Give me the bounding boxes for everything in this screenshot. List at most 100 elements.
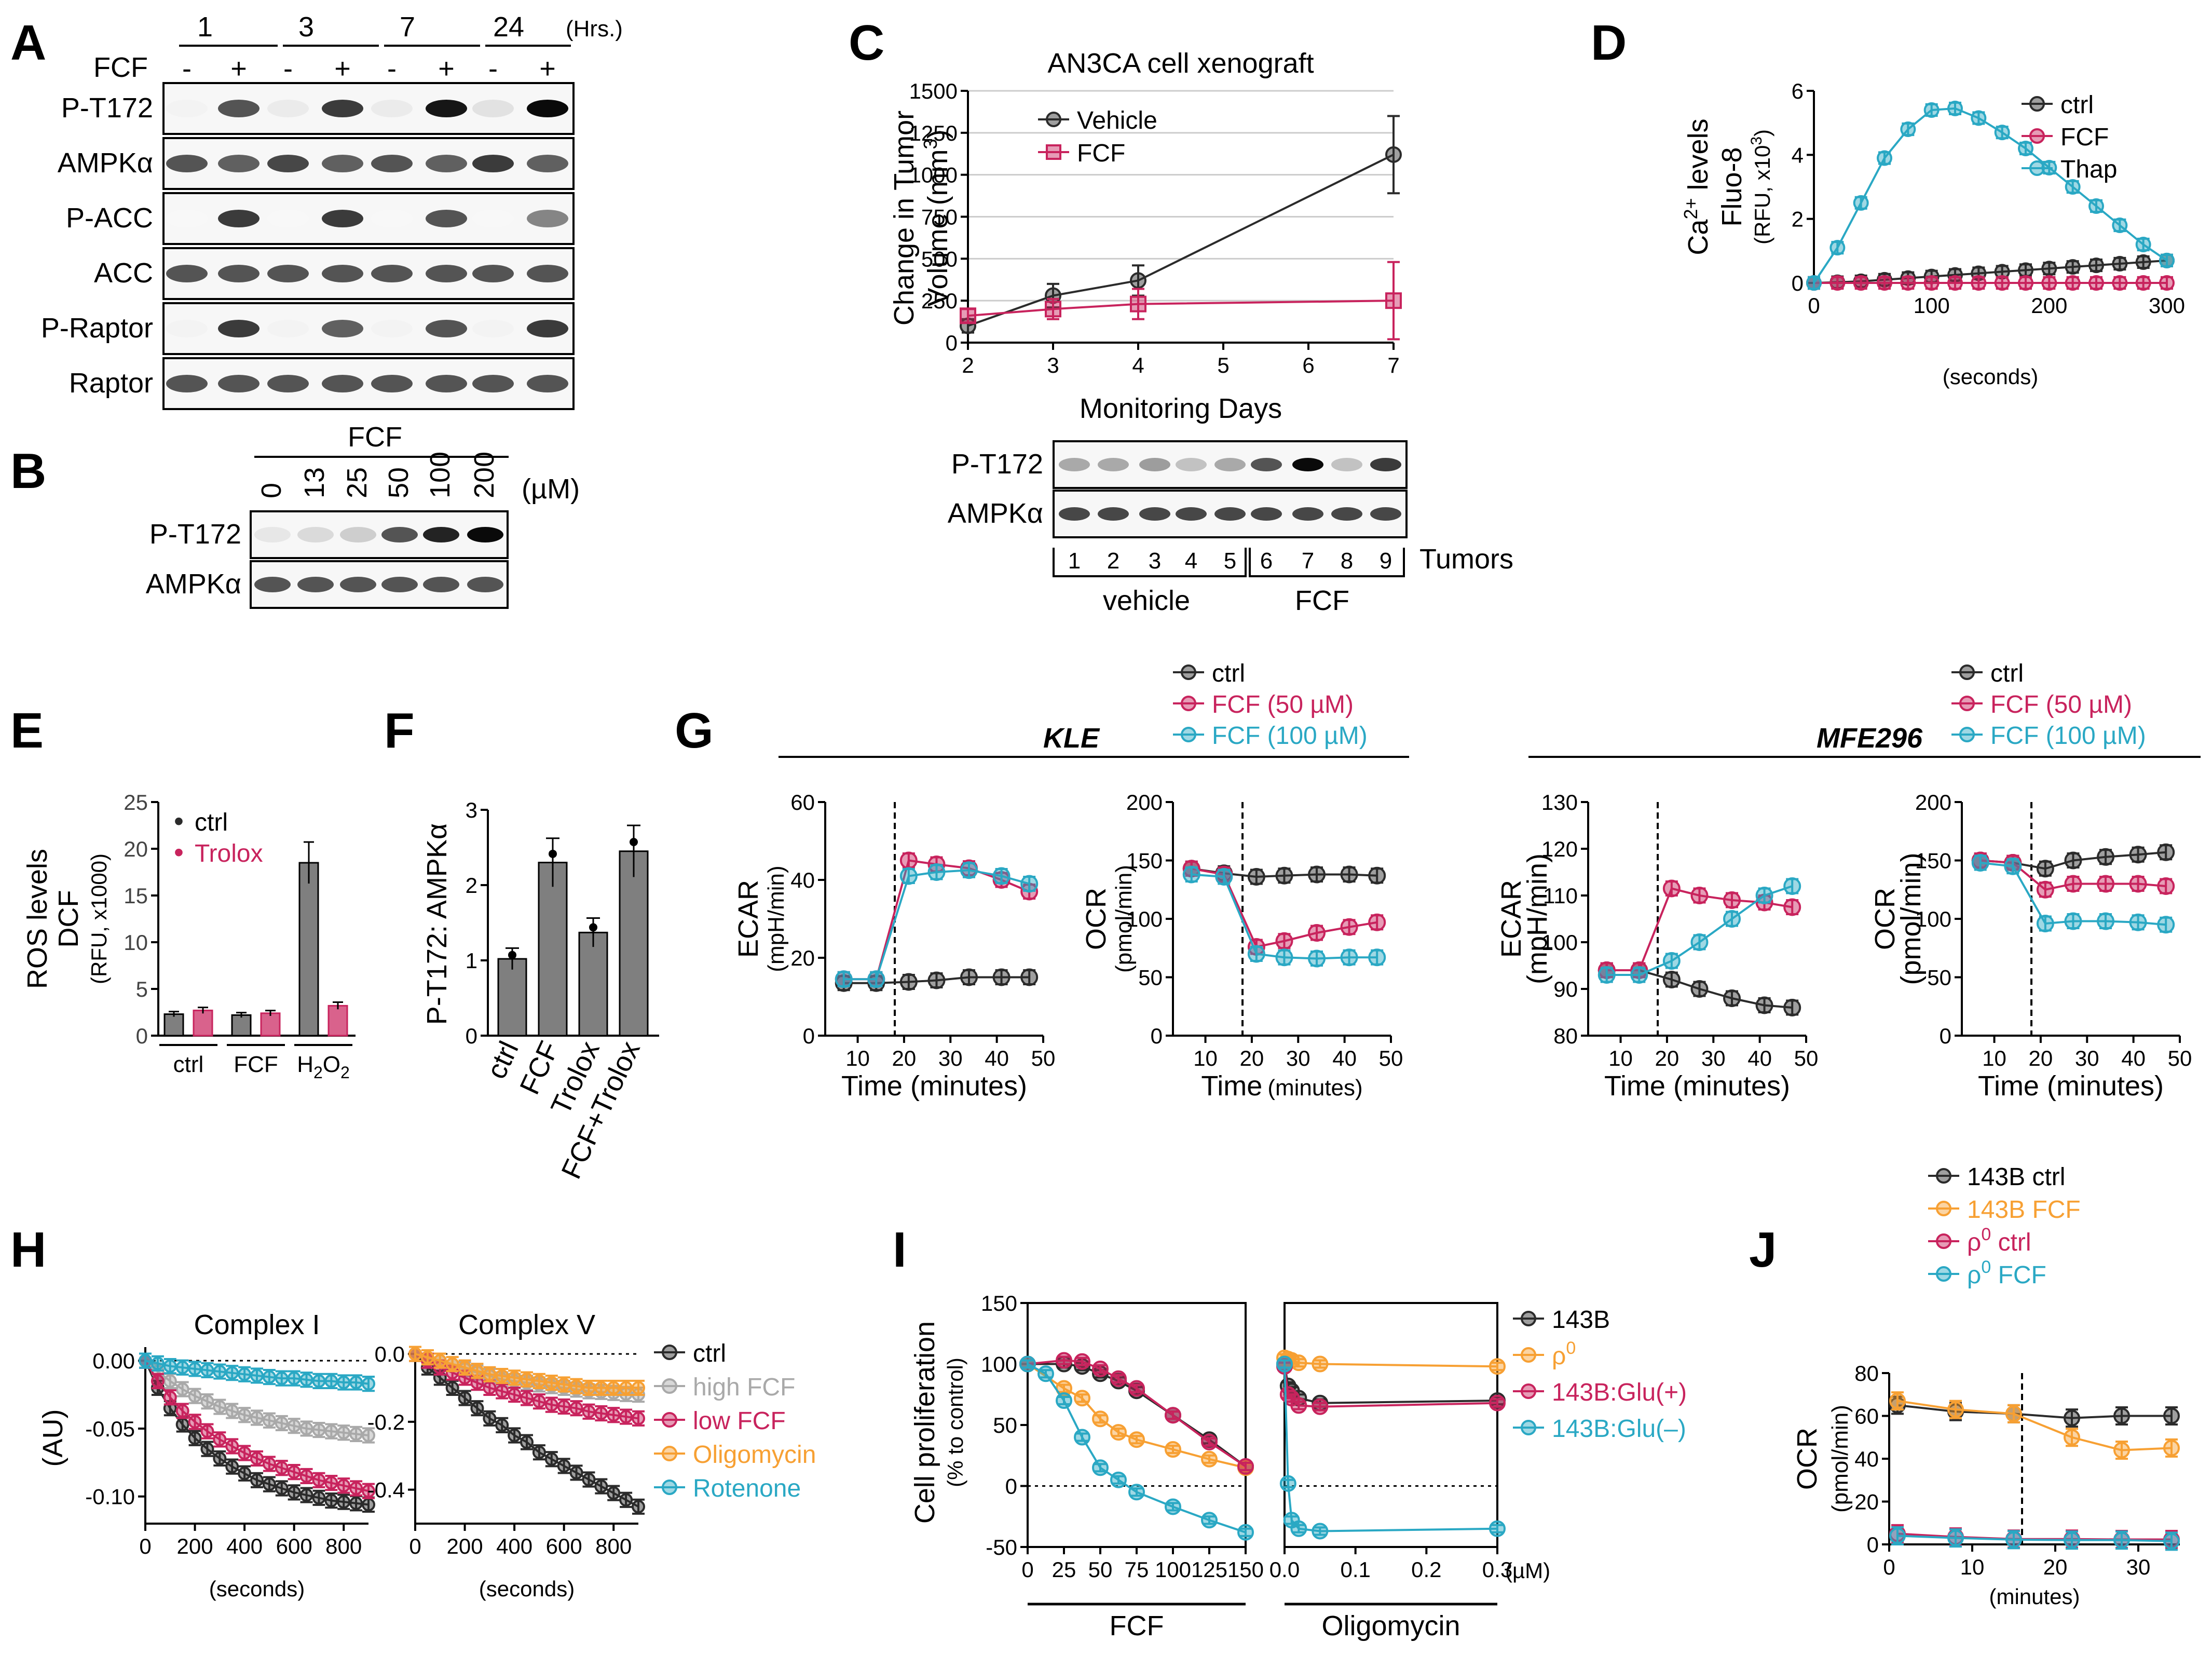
data-point <box>1690 887 1709 904</box>
data-point <box>349 1376 363 1389</box>
error-bar <box>2066 1530 2078 1550</box>
data-point <box>2088 257 2104 274</box>
legend-vehicle: Vehicle <box>1077 107 1157 134</box>
data-point <box>262 1477 276 1491</box>
h2o2-h: H <box>297 1052 313 1077</box>
y-tick-label: 90 <box>1553 977 1578 1001</box>
bar <box>260 1012 281 1037</box>
blot-a-row-label: Raptor <box>69 368 153 399</box>
y-tick-label: 150 <box>981 1291 1017 1315</box>
data-point <box>299 1421 313 1435</box>
error-bar <box>1130 1435 1143 1445</box>
data-point <box>262 1370 276 1384</box>
panel-label-e: E <box>10 703 44 758</box>
error-bar <box>586 917 600 947</box>
blot-b-dose: 25 <box>342 467 373 498</box>
blot-c-lane: 7 <box>1302 548 1314 574</box>
legend-i: 143B ρ0 143B:Glu(+) 143B:Glu(–) <box>1513 1306 1687 1443</box>
y-axis-label-part: Ca <box>1683 219 1714 255</box>
error-bar <box>1076 1393 1088 1403</box>
data-point <box>1853 275 1869 291</box>
data-point <box>362 1484 375 1498</box>
data-point <box>312 1473 326 1487</box>
data-point <box>2065 179 2081 195</box>
blot-b-dose: 50 <box>383 467 414 498</box>
data-point <box>1247 868 1265 886</box>
data-point <box>1971 275 1987 291</box>
data-point <box>238 1408 252 1422</box>
y-tick-label: 20 <box>1854 1490 1879 1514</box>
y-axis-label-part: levels <box>1683 118 1714 198</box>
blot-c-lane: 1 <box>1068 548 1081 574</box>
error-bar <box>1058 1395 1070 1406</box>
error-bar <box>1058 1355 1070 1365</box>
band <box>166 155 208 172</box>
panel-label-g: G <box>675 703 714 758</box>
band <box>267 375 309 392</box>
data-point <box>349 1496 363 1510</box>
data-point <box>960 307 976 324</box>
data-point <box>299 1373 313 1387</box>
band <box>472 375 514 392</box>
legend-marker <box>662 1378 677 1394</box>
legend-marker <box>662 1345 677 1360</box>
y-tick-label: 0 <box>466 1024 477 1048</box>
bar <box>163 1013 184 1037</box>
x-tick-label: 800 <box>595 1534 632 1558</box>
data-point <box>619 1493 633 1507</box>
y-axis-unit: (mpH/min) <box>763 865 789 972</box>
chart-g-mfe-ecar: 80 90 100 110 120 130 10 20 30 40 50 ECAR(mpH/min) T… <box>1496 790 1818 1102</box>
band <box>218 375 260 392</box>
blot-c-lane: 4 <box>1185 548 1197 574</box>
x-axis-unit: (µM) <box>1505 1558 1550 1583</box>
chart-i-oligomycin: 0.0 0.1 0.2 0.3 Oligomycin (µM) <box>1269 1302 1550 1641</box>
data-point <box>2005 1531 2022 1548</box>
y-axis-unit: (mpH/min) <box>1522 853 1553 984</box>
series-line <box>1897 1400 2172 1451</box>
data-point <box>1877 150 1892 166</box>
y-axis-label-2: Volume (mm3) <box>920 129 953 306</box>
data-point <box>1597 966 1616 984</box>
blot-a-row-label: ACC <box>94 257 153 289</box>
blot-a-sign: - <box>182 53 192 84</box>
data-point <box>312 1374 326 1388</box>
data-point <box>287 1372 301 1386</box>
data-point <box>1165 1407 1181 1424</box>
error-bar <box>2115 1530 2128 1550</box>
data-point <box>2129 913 2147 931</box>
x-tick-label: 20 <box>2029 1046 2053 1070</box>
data-point <box>1092 1459 1109 1476</box>
band <box>1292 507 1323 521</box>
data-point <box>2159 252 2175 268</box>
y-axis-unit: (pmol/min) <box>1895 852 1927 985</box>
blot-b-dose: 200 <box>469 452 500 498</box>
data-point <box>1806 275 1822 291</box>
band <box>423 527 459 542</box>
y-tick-label: 750 <box>921 205 958 229</box>
data-point <box>2129 875 2147 893</box>
data-point <box>213 1451 227 1465</box>
y-axis-label-sup: 2+ <box>1680 198 1701 219</box>
data-point <box>508 1370 522 1384</box>
band <box>371 210 413 227</box>
chart-g-mfe-ocr: 0 50 100 150 200 10 20 30 40 50 OCR(pmol/min) Time … <box>1869 790 2192 1102</box>
data-point <box>960 968 978 986</box>
data-point <box>2157 843 2175 861</box>
data-dot <box>549 849 557 858</box>
y-tick-label: 500 <box>921 247 958 271</box>
y-axis-label: Cell proliferation <box>909 1321 940 1524</box>
data-point <box>1900 121 1916 137</box>
data-point <box>470 1401 484 1415</box>
x-group-label: FCF <box>234 1052 278 1077</box>
data-point <box>175 1418 189 1432</box>
data-point <box>1128 1431 1145 1448</box>
legend-g-1: FCF (50 µM) <box>1990 691 2132 718</box>
band <box>322 265 363 282</box>
data-point <box>1308 924 1326 942</box>
error-bar <box>333 1001 343 1010</box>
series-line <box>1027 1363 1246 1533</box>
error-bar <box>1281 1478 1294 1488</box>
band <box>1292 458 1323 471</box>
data-point <box>1385 292 1402 309</box>
y-tick-label: 15 <box>124 884 148 908</box>
